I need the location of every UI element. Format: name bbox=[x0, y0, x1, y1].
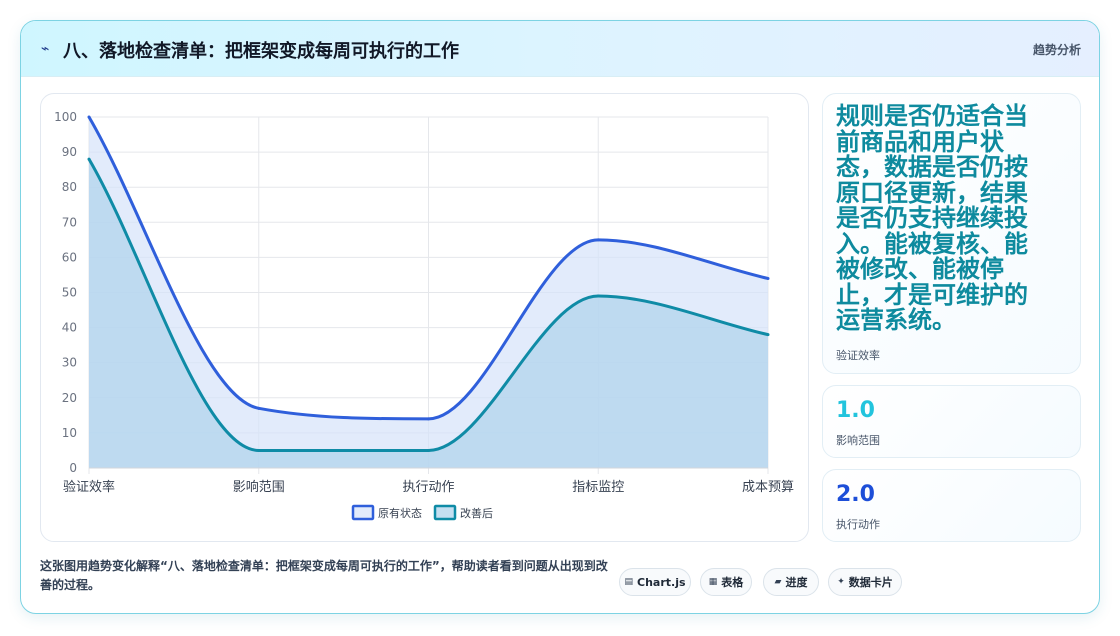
chip-label: 表格 bbox=[721, 576, 744, 589]
y-tick-label: 50 bbox=[62, 286, 77, 300]
series-line bbox=[87, 158, 769, 452]
legend-swatch bbox=[351, 504, 375, 521]
chip-chartjs[interactable]: ▤ Chart.js bbox=[619, 568, 691, 596]
chip-label: Chart.js bbox=[637, 575, 686, 589]
x-tick-label: 指标监控 bbox=[572, 480, 624, 495]
data-point bbox=[257, 448, 261, 452]
series-area bbox=[89, 159, 768, 468]
data-point bbox=[257, 406, 261, 410]
chip-label: 数据卡片 bbox=[848, 576, 893, 589]
stat-card-1-label: 验证效率 bbox=[836, 349, 880, 362]
chip-data-card[interactable]: ✦ 数据卡片 bbox=[828, 568, 902, 596]
data-point bbox=[427, 417, 430, 421]
stat-card-2-label: 影响范围 bbox=[836, 434, 880, 447]
y-tick-label: 40 bbox=[62, 321, 77, 335]
stat-card-2-value: 1.0 bbox=[836, 398, 875, 423]
progress-icon: ▰ bbox=[774, 577, 782, 587]
y-tick-label: 70 bbox=[62, 215, 77, 229]
stat-card-3: 2.0 执行动作 bbox=[822, 469, 1081, 542]
legend-label: 改善后 bbox=[460, 506, 493, 520]
data-point bbox=[427, 448, 430, 452]
chip-table[interactable]: ▦ 表格 bbox=[700, 568, 752, 596]
chip-progress[interactable]: ▰ 进度 bbox=[763, 568, 819, 596]
data-point bbox=[87, 115, 91, 119]
y-tick-label: 80 bbox=[62, 180, 77, 194]
legend-label: 原有状态 bbox=[378, 506, 422, 520]
legend-swatch bbox=[433, 504, 457, 521]
stat-card-3-label: 执行动作 bbox=[836, 518, 880, 531]
chart-card: ⌁ 八、落地检查清单：把框架变成每周可执行的工作 趋势分析 0 10 20 30 40 5… bbox=[20, 20, 1100, 614]
y-tick-label: 100 bbox=[54, 110, 77, 124]
chart-caption: 这张图用趋势变化解释“八、落地检查清单：把框架变成每周可执行的工作”，帮助读者看… bbox=[40, 559, 608, 592]
data-point bbox=[596, 294, 600, 298]
chart-panel: 0 10 20 30 40 50 60 70 80 90 100 验证效率 影响范围 执行动作 指标监控 成本… bbox=[40, 93, 809, 542]
data-point bbox=[87, 157, 91, 161]
sparkle-icon: ✦ bbox=[837, 577, 845, 587]
stat-card-2: 1.0 影响范围 bbox=[822, 385, 1081, 458]
y-tick-label: 90 bbox=[62, 145, 77, 159]
page-title: 八、落地检查清单：把框架变成每周可执行的工作 bbox=[63, 41, 459, 62]
line-chart: 0 10 20 30 40 50 60 70 80 90 100 验证效率 影响范围 执行动作 指标监控 成本… bbox=[54, 110, 794, 521]
y-tick-label: 60 bbox=[62, 250, 77, 264]
chip-label: 进度 bbox=[785, 576, 808, 589]
header-tag: 趋势分析 bbox=[1032, 43, 1081, 57]
stat-card-1-value: 规则是否仍适合当前商品和用户状态，数据是否仍按原口径更新，结果是否仍支持继续投入… bbox=[836, 102, 1028, 334]
x-tick-label: 成本预算 bbox=[742, 480, 794, 495]
x-tick-label: 执行动作 bbox=[402, 480, 454, 495]
y-tick-label: 0 bbox=[69, 461, 77, 475]
data-point bbox=[596, 238, 600, 242]
stat-card-3-value: 2.0 bbox=[836, 482, 875, 507]
data-point bbox=[766, 333, 770, 337]
lightning-icon: ⌁ bbox=[41, 41, 50, 57]
table-icon: ▦ bbox=[708, 577, 718, 587]
data-point bbox=[766, 276, 770, 280]
y-tick-label: 10 bbox=[62, 426, 77, 440]
chart-icon: ▤ bbox=[624, 577, 633, 587]
y-tick-label: 30 bbox=[62, 356, 77, 370]
card-header: ⌁ 八、落地检查清单：把框架变成每周可执行的工作 趋势分析 bbox=[21, 21, 1099, 77]
stat-card-1: 规则是否仍适合当前商品和用户状态，数据是否仍按原口径更新，结果是否仍支持继续投入… bbox=[822, 93, 1081, 374]
y-tick-label: 20 bbox=[62, 391, 77, 405]
chip-row: ▤ Chart.js ▦ 表格 ▰ 进度 ✦ 数据卡片 bbox=[21, 568, 1099, 598]
x-tick-label: 影响范围 bbox=[233, 479, 285, 495]
x-tick-label: 验证效率 bbox=[63, 479, 115, 495]
